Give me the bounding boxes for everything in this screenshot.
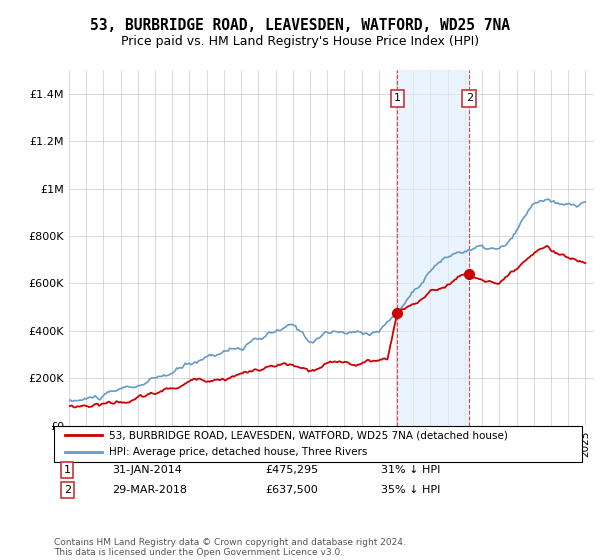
Text: 1: 1 (64, 465, 71, 475)
Text: £637,500: £637,500 (265, 485, 318, 495)
Text: Price paid vs. HM Land Registry's House Price Index (HPI): Price paid vs. HM Land Registry's House … (121, 35, 479, 49)
Text: 29-MAR-2018: 29-MAR-2018 (112, 485, 187, 495)
Text: 31% ↓ HPI: 31% ↓ HPI (382, 465, 441, 475)
Text: 31-JAN-2014: 31-JAN-2014 (112, 465, 182, 475)
Text: 53, BURBRIDGE ROAD, LEAVESDEN, WATFORD, WD25 7NA (detached house): 53, BURBRIDGE ROAD, LEAVESDEN, WATFORD, … (109, 431, 508, 440)
Text: £475,295: £475,295 (265, 465, 319, 475)
Text: 1: 1 (394, 94, 401, 104)
Text: 53, BURBRIDGE ROAD, LEAVESDEN, WATFORD, WD25 7NA: 53, BURBRIDGE ROAD, LEAVESDEN, WATFORD, … (90, 18, 510, 32)
FancyBboxPatch shape (54, 426, 582, 462)
Text: 2: 2 (64, 485, 71, 495)
Text: HPI: Average price, detached house, Three Rivers: HPI: Average price, detached house, Thre… (109, 447, 368, 457)
Text: 35% ↓ HPI: 35% ↓ HPI (382, 485, 441, 495)
Text: Contains HM Land Registry data © Crown copyright and database right 2024.
This d: Contains HM Land Registry data © Crown c… (54, 538, 406, 557)
Bar (397, 70, 469, 426)
Text: 2: 2 (466, 94, 473, 104)
